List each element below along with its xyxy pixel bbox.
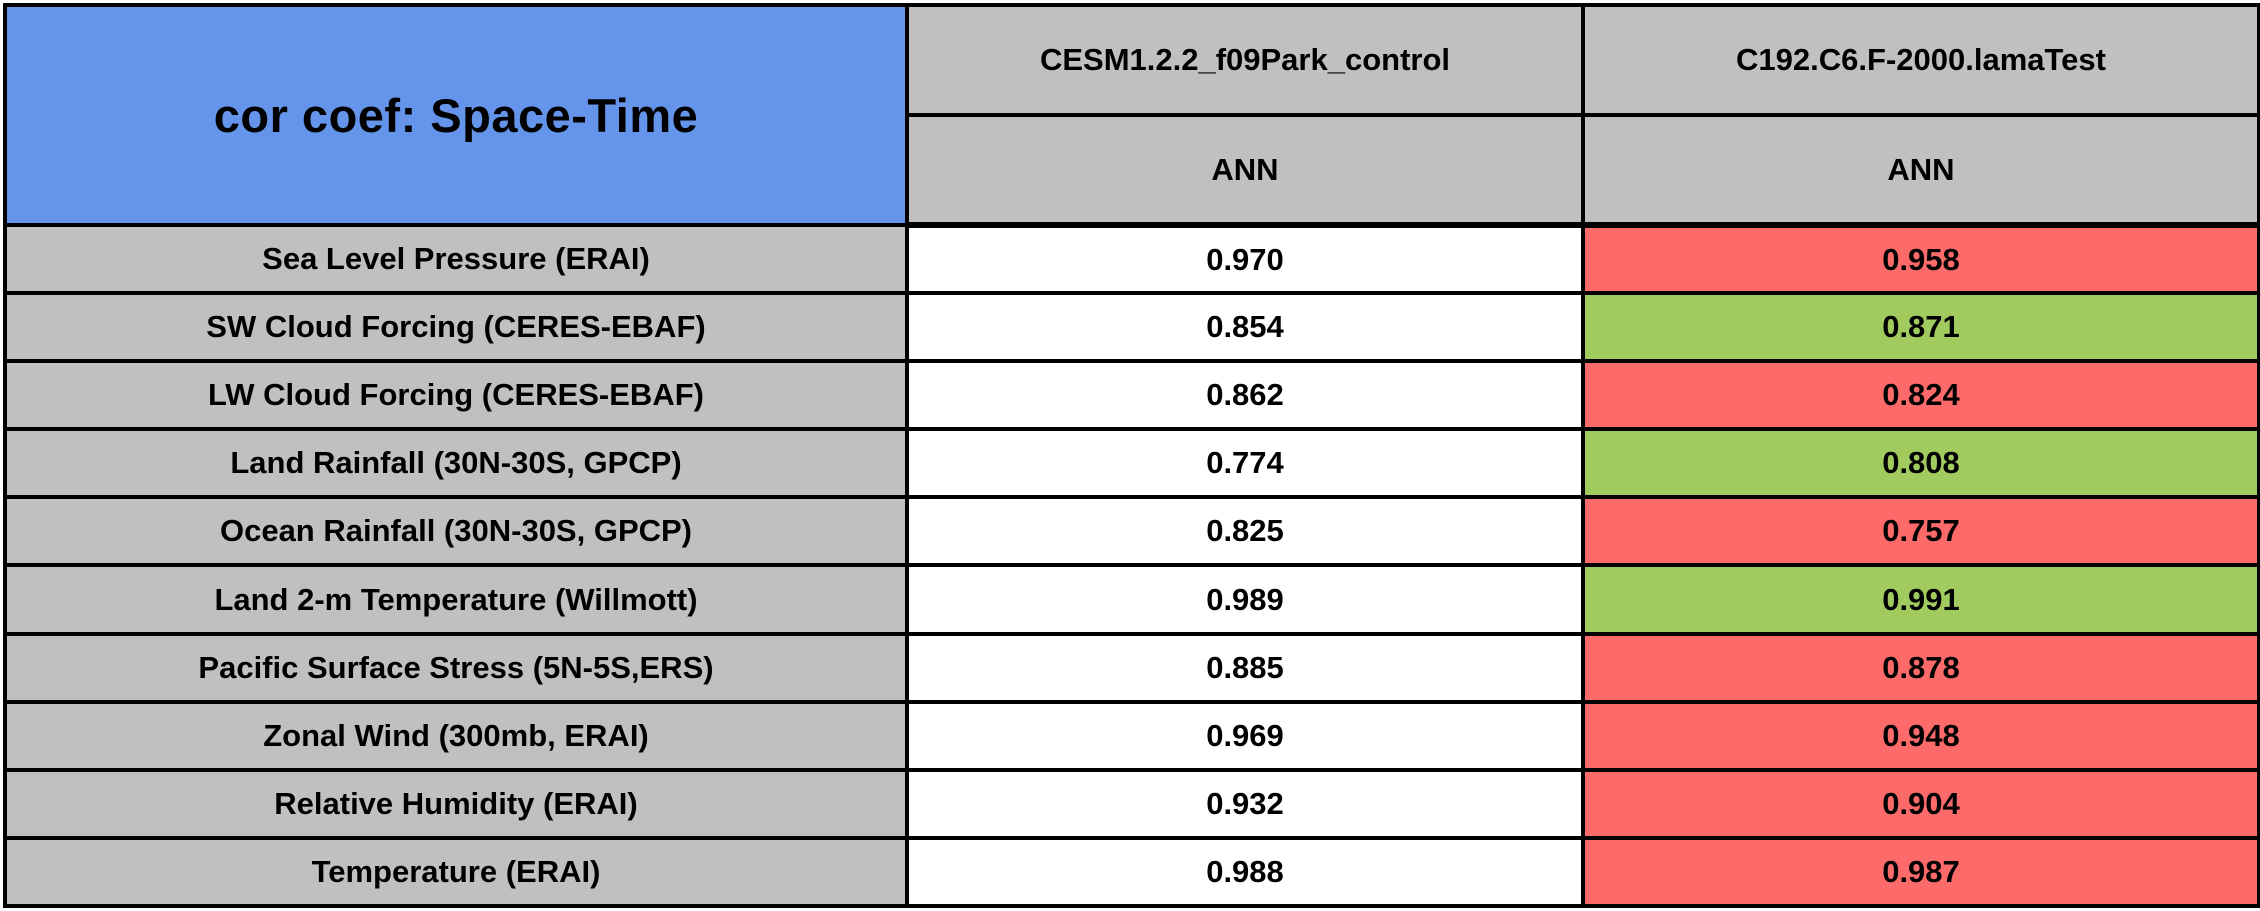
column-header-control-model: CESM1.2.2_f09Park_control bbox=[905, 3, 1585, 117]
table-row: Zonal Wind (300mb, ERAI) 0.969 0.948 bbox=[3, 699, 2260, 772]
table-row: Land Rainfall (30N-30S, GPCP) 0.774 0.80… bbox=[3, 427, 2260, 500]
test-value-cell: 0.757 bbox=[1581, 495, 2260, 568]
test-value-cell: 0.948 bbox=[1581, 699, 2260, 772]
test-value-cell: 0.904 bbox=[1581, 767, 2260, 840]
table-row: LW Cloud Forcing (CERES-EBAF) 0.862 0.82… bbox=[3, 359, 2260, 432]
table-row: Land 2-m Temperature (Willmott) 0.989 0.… bbox=[3, 563, 2260, 636]
control-value-cell: 0.932 bbox=[905, 767, 1585, 840]
test-value-cell: 0.958 bbox=[1581, 222, 2260, 296]
control-value-cell: 0.885 bbox=[905, 631, 1585, 704]
test-value-cell: 0.871 bbox=[1581, 291, 2260, 364]
column-header-test-model: C192.C6.F-2000.lamaTest bbox=[1581, 3, 2260, 117]
row-label: Pacific Surface Stress (5N-5S,ERS) bbox=[3, 631, 909, 704]
test-value-cell: 0.878 bbox=[1581, 631, 2260, 704]
control-value-cell: 0.970 bbox=[905, 222, 1585, 296]
table-header: cor coef: Space-Time CESM1.2.2_f09Park_c… bbox=[3, 3, 2260, 228]
test-value-cell: 0.987 bbox=[1581, 835, 2260, 909]
row-label: Relative Humidity (ERAI) bbox=[3, 767, 909, 840]
control-value-cell: 0.862 bbox=[905, 359, 1585, 432]
control-value-cell: 0.988 bbox=[905, 835, 1585, 909]
table-row: Pacific Surface Stress (5N-5S,ERS) 0.885… bbox=[3, 631, 2260, 704]
column-header-control-season: ANN bbox=[905, 113, 1585, 228]
control-value-cell: 0.854 bbox=[905, 291, 1585, 364]
table-row: Temperature (ERAI) 0.988 0.987 bbox=[3, 835, 2260, 909]
test-value-cell: 0.991 bbox=[1581, 563, 2260, 636]
control-value-cell: 0.969 bbox=[905, 699, 1585, 772]
season-header-row: ANN ANN bbox=[5, 113, 2260, 228]
row-label: Temperature (ERAI) bbox=[3, 835, 909, 909]
table-row: Ocean Rainfall (30N-30S, GPCP) 0.825 0.7… bbox=[3, 495, 2260, 568]
table-title: cor coef: Space-Time bbox=[3, 3, 909, 227]
row-label: Land Rainfall (30N-30S, GPCP) bbox=[3, 427, 909, 500]
row-label: Ocean Rainfall (30N-30S, GPCP) bbox=[3, 495, 909, 568]
row-label: Land 2-m Temperature (Willmott) bbox=[3, 563, 909, 636]
table-body: Sea Level Pressure (ERAI) 0.970 0.958 SW… bbox=[3, 222, 2260, 909]
row-label: LW Cloud Forcing (CERES-EBAF) bbox=[3, 359, 909, 432]
control-value-cell: 0.989 bbox=[905, 563, 1585, 636]
table-row: Relative Humidity (ERAI) 0.932 0.904 bbox=[3, 767, 2260, 840]
model-header-row: cor coef: Space-Time CESM1.2.2_f09Park_c… bbox=[3, 3, 2260, 227]
row-label: SW Cloud Forcing (CERES-EBAF) bbox=[3, 291, 909, 364]
table-row: Sea Level Pressure (ERAI) 0.970 0.958 bbox=[3, 222, 2260, 296]
test-value-cell: 0.808 bbox=[1581, 427, 2260, 500]
row-label: Sea Level Pressure (ERAI) bbox=[3, 222, 909, 296]
control-value-cell: 0.825 bbox=[905, 495, 1585, 568]
row-label: Zonal Wind (300mb, ERAI) bbox=[3, 699, 909, 772]
test-value-cell: 0.824 bbox=[1581, 359, 2260, 432]
column-header-test-season: ANN bbox=[1581, 113, 2260, 228]
table-row: SW Cloud Forcing (CERES-EBAF) 0.854 0.87… bbox=[3, 291, 2260, 364]
control-value-cell: 0.774 bbox=[905, 427, 1585, 500]
cor-coef-table: cor coef: Space-Time CESM1.2.2_f09Park_c… bbox=[3, 3, 2260, 909]
